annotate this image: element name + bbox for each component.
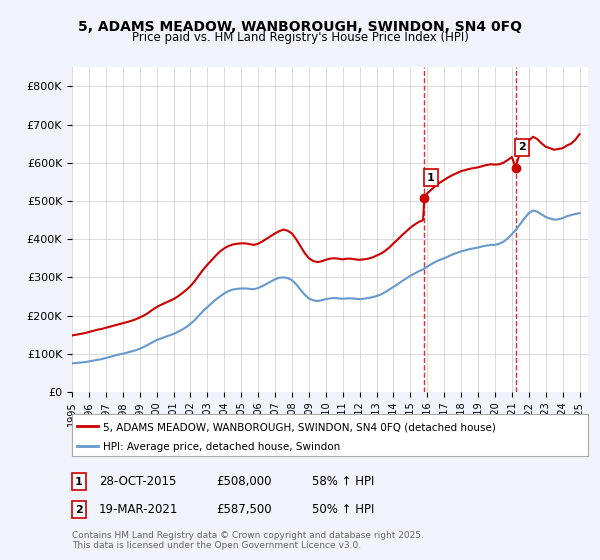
Text: Contains HM Land Registry data © Crown copyright and database right 2025.
This d: Contains HM Land Registry data © Crown c… <box>72 530 424 550</box>
Text: 1: 1 <box>427 172 434 183</box>
Text: £587,500: £587,500 <box>216 503 272 516</box>
Text: 50% ↑ HPI: 50% ↑ HPI <box>312 503 374 516</box>
Text: 2: 2 <box>75 505 83 515</box>
Text: 2: 2 <box>518 142 526 152</box>
Text: Price paid vs. HM Land Registry's House Price Index (HPI): Price paid vs. HM Land Registry's House … <box>131 31 469 44</box>
Text: 19-MAR-2021: 19-MAR-2021 <box>99 503 178 516</box>
Text: £508,000: £508,000 <box>216 475 271 488</box>
Text: 5, ADAMS MEADOW, WANBOROUGH, SWINDON, SN4 0FQ: 5, ADAMS MEADOW, WANBOROUGH, SWINDON, SN… <box>78 20 522 34</box>
Text: 1: 1 <box>75 477 83 487</box>
Text: 5, ADAMS MEADOW, WANBOROUGH, SWINDON, SN4 0FQ (detached house): 5, ADAMS MEADOW, WANBOROUGH, SWINDON, SN… <box>103 423 496 433</box>
Text: 28-OCT-2015: 28-OCT-2015 <box>99 475 176 488</box>
Text: HPI: Average price, detached house, Swindon: HPI: Average price, detached house, Swin… <box>103 442 340 452</box>
Text: 58% ↑ HPI: 58% ↑ HPI <box>312 475 374 488</box>
